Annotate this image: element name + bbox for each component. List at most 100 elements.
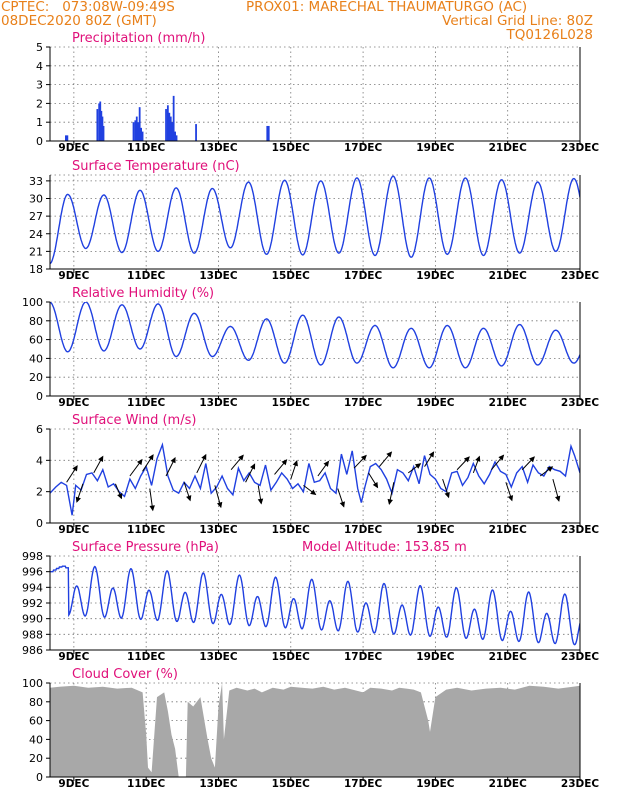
x-tick-label: 19DEC [416, 524, 455, 536]
y-tick-label: 992 [22, 597, 43, 610]
x-tick-label: 17DEC [344, 651, 383, 663]
x-tick-label: 9DEC [58, 651, 89, 663]
cloud-area [50, 683, 580, 777]
y-tick-label: 27 [29, 210, 43, 223]
wind-arrowhead [507, 495, 514, 502]
humidity-title: Relative Humidity (%) [72, 286, 214, 301]
precip-bar [132, 122, 135, 141]
x-tick-label: 11DEC [127, 778, 166, 790]
wind-arrowhead [75, 496, 81, 503]
y-tick-label: 998 [22, 550, 43, 563]
precipitation-data [65, 95, 270, 141]
precip-bar [65, 135, 67, 141]
wind-arrowhead [498, 454, 505, 461]
x-tick-label: 21DEC [489, 524, 528, 536]
y-tick-label: 20 [29, 752, 43, 765]
header-line1-station: PROX01: MARECHAL THAUMATURGO (AC) [246, 0, 528, 15]
wind-arrowhead [136, 458, 143, 466]
x-tick-label: 11DEC [127, 270, 166, 282]
precip-bar [99, 101, 102, 141]
precip-bar [174, 131, 176, 141]
y-tick-label: 2 [36, 486, 43, 499]
x-tick-label: 9DEC [58, 778, 89, 790]
x-tick-label: 17DEC [344, 142, 383, 154]
y-tick-label: 994 [22, 581, 43, 594]
precipitation-title: Precipitation (mm/h) [72, 31, 205, 46]
precip-bar [165, 109, 167, 141]
model-altitude: Model Altitude: 153.85 m [302, 540, 467, 555]
y-tick-label: 60 [29, 715, 43, 728]
x-tick-label: 13DEC [199, 651, 238, 663]
x-tick-label: 13DEC [199, 397, 238, 409]
x-tick-label: 17DEC [344, 778, 383, 790]
wind-arrowhead [281, 459, 288, 466]
y-tick-label: 21 [29, 245, 43, 258]
x-tick-label: 23DEC [561, 270, 600, 282]
x-tick-label: 21DEC [489, 778, 528, 790]
x-tick-label: 19DEC [416, 651, 455, 663]
y-tick-label: 3 [36, 79, 43, 92]
temperature-ticks [46, 180, 581, 273]
y-tick-label: 990 [22, 613, 43, 626]
x-tick-label: 11DEC [127, 651, 166, 663]
precip-bar [169, 116, 172, 141]
precip-bar [137, 122, 140, 141]
wind-arrowhead [428, 451, 435, 458]
cloud-cover-frame [49, 683, 581, 778]
precip-bar [195, 124, 197, 141]
x-tick-label: 13DEC [199, 524, 238, 536]
y-tick-label: 40 [29, 352, 43, 365]
y-tick-label: 80 [29, 315, 43, 328]
y-tick-label: 5 [36, 41, 43, 54]
temperature-data [50, 175, 580, 265]
precipitation-grid [50, 46, 580, 141]
x-tick-label: 17DEC [344, 270, 383, 282]
precip-bar [100, 110, 103, 141]
pressure-ticks [46, 555, 581, 654]
wind-arrowhead [414, 463, 422, 469]
x-tick-label: 23DEC [561, 778, 600, 790]
x-tick-label: 11DEC [127, 524, 166, 536]
y-tick-label: 30 [29, 193, 43, 206]
wind-arrowhead [475, 455, 481, 462]
precip-bar [135, 116, 138, 141]
x-tick-label: 15DEC [272, 270, 311, 282]
precip-bar [168, 112, 171, 141]
wind-title: Surface Wind (m/s) [72, 413, 196, 428]
x-tick-label: 23DEC [561, 651, 600, 663]
precip-bar [171, 122, 174, 141]
wind-arrowhead [546, 466, 554, 472]
x-tick-label: 21DEC [489, 397, 528, 409]
pressure-line [50, 565, 580, 646]
wind-arrowhead [372, 481, 379, 489]
wind-arrowhead [310, 489, 317, 496]
y-tick-label: 0 [36, 771, 43, 784]
x-tick-label: 21DEC [489, 270, 528, 282]
temperature-frame [49, 175, 581, 270]
wind-arrowhead [323, 460, 330, 467]
wind-ticks [46, 428, 581, 527]
y-tick-label: 996 [22, 566, 43, 579]
x-tick-label: 19DEC [416, 270, 455, 282]
y-tick-label: 33 [29, 175, 43, 188]
x-tick-label: 11DEC [127, 142, 166, 154]
wind-arrowhead [444, 491, 450, 499]
y-tick-label: 80 [29, 696, 43, 709]
temperature-grid [50, 174, 580, 269]
y-tick-label: 20 [29, 371, 43, 384]
humidity-data [50, 302, 580, 369]
y-tick-label: 1 [36, 116, 43, 129]
precip-bar [101, 116, 104, 141]
wind-arrowhead [186, 495, 192, 502]
x-tick-label: 15DEC [272, 142, 311, 154]
header-line3-right: TQ0126L028 [506, 27, 593, 43]
precip-bar [96, 109, 99, 141]
wind-arrowhead [360, 454, 367, 461]
y-tick-label: 0 [36, 390, 43, 403]
precip-bar [138, 107, 141, 141]
wind-arrowhead [72, 465, 78, 472]
wind-line [50, 442, 580, 516]
pressure-title: Surface Pressure (hPa) [72, 540, 219, 555]
x-tick-label: 15DEC [272, 651, 311, 663]
precip-bar [267, 125, 270, 141]
